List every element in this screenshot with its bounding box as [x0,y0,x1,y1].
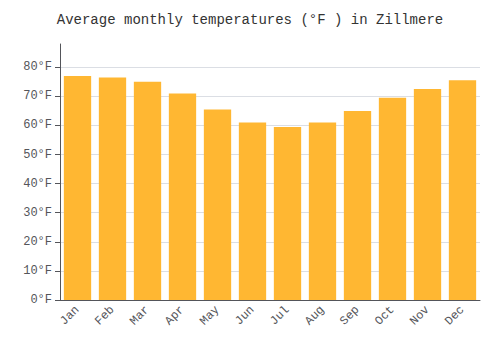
svg-text:Feb: Feb [92,303,117,328]
svg-text:Mar: Mar [127,303,152,328]
svg-text:Jun: Jun [232,303,257,328]
svg-text:50°F: 50°F [23,148,52,162]
svg-text:20°F: 20°F [23,235,52,249]
svg-text:Nov: Nov [407,303,432,328]
svg-text:Aug: Aug [302,303,327,328]
svg-text:0°F: 0°F [30,293,52,307]
svg-text:40°F: 40°F [23,177,52,191]
svg-text:Dec: Dec [442,303,467,328]
svg-text:70°F: 70°F [23,89,52,103]
svg-text:30°F: 30°F [23,206,52,220]
svg-text:10°F: 10°F [23,264,52,278]
svg-text:Oct: Oct [372,303,397,328]
svg-text:Average monthly temperatures (: Average monthly temperatures (°F ) in Zi… [57,12,443,28]
svg-text:Sep: Sep [337,303,362,328]
svg-text:Jan: Jan [57,303,82,328]
svg-text:May: May [197,303,222,328]
svg-text:80°F: 80°F [23,60,52,74]
svg-text:60°F: 60°F [23,118,52,132]
svg-text:Apr: Apr [162,303,187,328]
svg-text:Jul: Jul [267,303,292,328]
